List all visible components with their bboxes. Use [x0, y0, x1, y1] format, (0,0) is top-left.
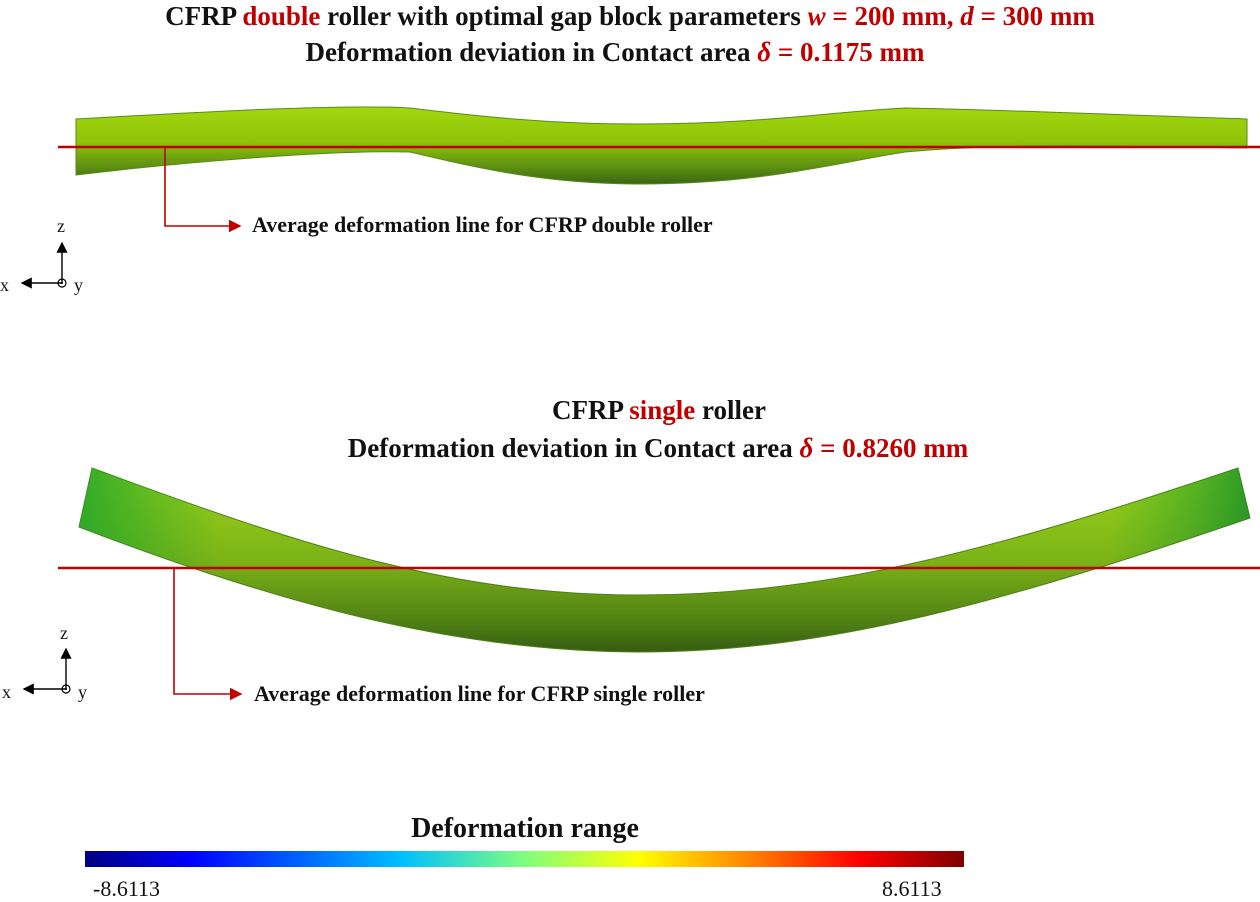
bottom-title-line2: Deformation deviation in Contact area δ … — [28, 432, 1260, 464]
colorbar-max-label: 8.6113 — [882, 876, 942, 901]
bottom-deviation-text: Deformation deviation in Contact area — [347, 433, 800, 463]
bottom-y-axis-icon — [61, 684, 71, 694]
single-roller-leader-arrow — [173, 568, 243, 701]
top-y-axis-label: y — [74, 275, 83, 295]
bottom-axes-triad — [22, 647, 72, 695]
bottom-title-line1: CFRP single roller — [29, 394, 1260, 426]
top-title-prefix: CFRP — [165, 1, 243, 31]
bottom-z-axis-label: z — [60, 623, 68, 643]
bottom-title-suffix: roller — [695, 395, 766, 425]
single-roller-end-shading — [79, 468, 1250, 652]
bottom-delta-value: = 0.8260 mm — [813, 433, 969, 463]
top-deviation-text: Deformation deviation in Contact area — [305, 37, 758, 67]
bottom-title-prefix: CFRP — [552, 395, 630, 425]
top-axes-triad — [20, 241, 68, 289]
top-title-w-value: = 200 mm, — [825, 1, 954, 31]
top-title-line1: CFRP double roller with optimal gap bloc… — [0, 0, 1260, 32]
top-title-d-value: = 300 mm — [973, 1, 1095, 31]
single-roller-annotation: Average deformation line for CFRP single… — [254, 681, 705, 706]
top-title-d-symbol: d — [960, 1, 974, 31]
bottom-title-highlight: single — [629, 395, 696, 425]
colorbar-title: Deformation range — [411, 813, 639, 844]
double-roller-annotation: Average deformation line for CFRP double… — [252, 212, 713, 237]
top-delta-value: = 0.1175 mm — [771, 37, 925, 67]
double-roller-leader-arrow — [164, 147, 242, 233]
colorbar-min-label: -8.6113 — [93, 876, 161, 901]
top-z-axis-label: z — [57, 216, 65, 236]
top-title-line2: Deformation deviation in Contact area δ … — [0, 36, 1245, 68]
top-delta-symbol: δ — [757, 37, 772, 67]
deformation-colorbar — [85, 851, 964, 867]
top-title-middle: roller with optimal gap block parameters — [320, 1, 808, 31]
bottom-x-axis-label: x — [2, 682, 11, 702]
bottom-delta-symbol: δ — [799, 433, 814, 463]
double-roller-body — [75, 106, 1248, 185]
bottom-y-axis-label: y — [78, 682, 87, 702]
top-y-axis-icon — [57, 278, 67, 288]
top-title-highlight: double — [242, 1, 321, 31]
top-x-axis-label: x — [0, 275, 9, 295]
top-title-w-symbol: w — [807, 1, 826, 31]
